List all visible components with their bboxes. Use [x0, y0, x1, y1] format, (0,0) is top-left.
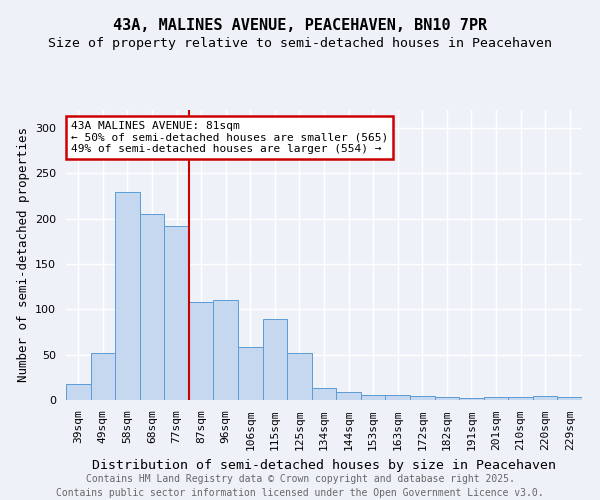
- Bar: [91, 353, 115, 400]
- Y-axis label: Number of semi-detached properties: Number of semi-detached properties: [17, 128, 29, 382]
- Text: 43A MALINES AVENUE: 81sqm
← 50% of semi-detached houses are smaller (565)
49% of: 43A MALINES AVENUE: 81sqm ← 50% of semi-…: [71, 121, 388, 154]
- Bar: [312, 388, 336, 400]
- Bar: [336, 392, 361, 400]
- Bar: [263, 320, 287, 400]
- Bar: [214, 300, 238, 400]
- Text: Size of property relative to semi-detached houses in Peacehaven: Size of property relative to semi-detach…: [48, 38, 552, 51]
- Bar: [287, 353, 312, 400]
- Bar: [434, 398, 459, 400]
- Bar: [533, 396, 557, 400]
- Bar: [115, 192, 140, 400]
- Bar: [385, 396, 410, 400]
- Bar: [140, 214, 164, 400]
- Text: Contains HM Land Registry data © Crown copyright and database right 2025.
Contai: Contains HM Land Registry data © Crown c…: [56, 474, 544, 498]
- Bar: [410, 396, 434, 400]
- Bar: [557, 398, 582, 400]
- Bar: [189, 302, 214, 400]
- Bar: [164, 226, 189, 400]
- Text: 43A, MALINES AVENUE, PEACEHAVEN, BN10 7PR: 43A, MALINES AVENUE, PEACEHAVEN, BN10 7P…: [113, 18, 487, 32]
- Bar: [459, 398, 484, 400]
- Bar: [238, 346, 263, 400]
- Bar: [361, 396, 385, 400]
- Bar: [508, 398, 533, 400]
- Bar: [484, 398, 508, 400]
- X-axis label: Distribution of semi-detached houses by size in Peacehaven: Distribution of semi-detached houses by …: [92, 458, 556, 471]
- Bar: [66, 384, 91, 400]
